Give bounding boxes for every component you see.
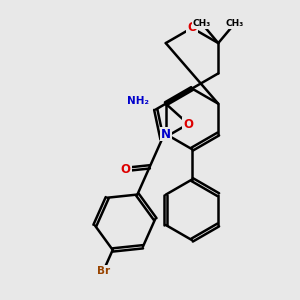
Text: O: O xyxy=(121,163,130,176)
Text: CH₃: CH₃ xyxy=(193,19,211,28)
Text: Br: Br xyxy=(97,266,110,276)
Text: O: O xyxy=(183,118,193,130)
Text: N: N xyxy=(161,128,171,140)
Text: CH₃: CH₃ xyxy=(226,19,244,28)
Text: NH₂: NH₂ xyxy=(127,97,149,106)
Text: O: O xyxy=(187,21,197,34)
